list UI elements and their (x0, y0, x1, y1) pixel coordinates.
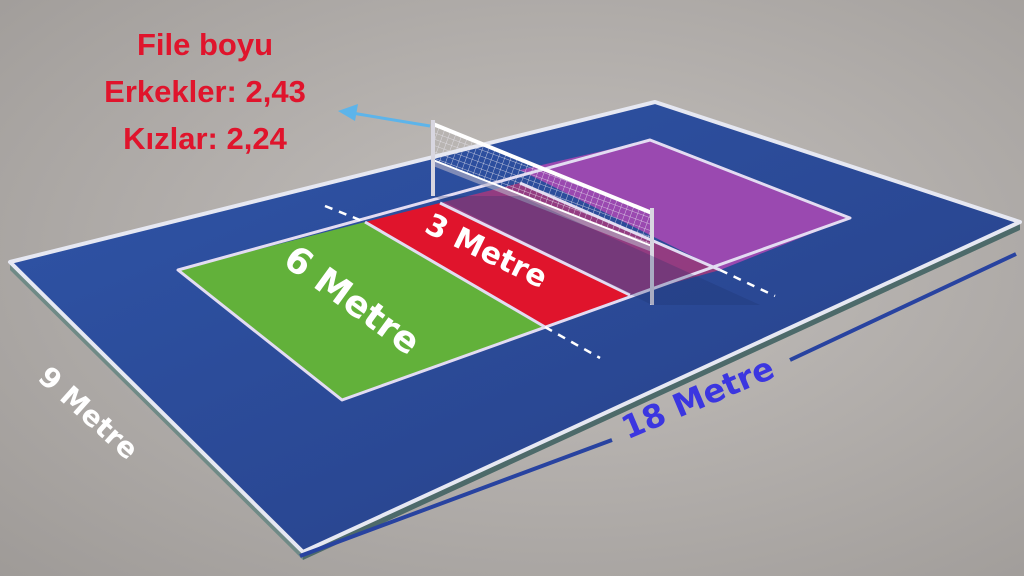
opponent-half (520, 140, 850, 270)
dashed-extension-lines (324, 204, 776, 360)
net-height-women: Kızlar: 2,24 (123, 121, 287, 156)
length-dimension-line-right (789, 252, 1017, 362)
net-height-men: Erkekler: 2,43 (104, 74, 306, 109)
length-dimension-line (299, 438, 613, 558)
volleyball-net (431, 120, 760, 305)
net-height-arrow (338, 104, 431, 128)
net-height-title: File boyu (137, 27, 273, 62)
attack-zone-left (365, 203, 630, 327)
back-zone (178, 222, 545, 400)
